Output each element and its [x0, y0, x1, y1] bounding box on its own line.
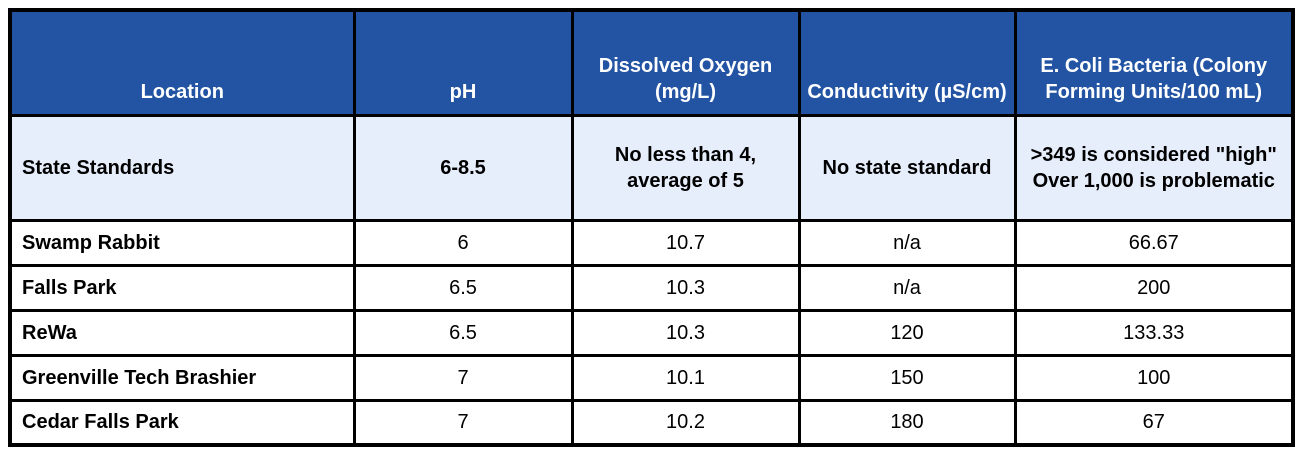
- cell-dissolved-oxygen: 10.1: [570, 353, 801, 402]
- cell-ph: 6.5: [352, 263, 574, 312]
- cell-ph: 6: [352, 218, 574, 267]
- cell-ph: 7: [352, 398, 574, 447]
- cell-dissolved-oxygen: 10.3: [570, 308, 801, 357]
- cell-location: ReWa: [8, 308, 356, 357]
- cell-ph: 6-8.5: [352, 113, 574, 222]
- column-header-dissolved-oxygen: Dissolved Oxygen (mg/L): [570, 8, 801, 117]
- cell-dissolved-oxygen: 10.3: [570, 263, 801, 312]
- table-header-row: Location pH Dissolved Oxygen (mg/L) Cond…: [8, 8, 1295, 117]
- cell-dissolved-oxygen: 10.2: [570, 398, 801, 447]
- cell-ph: 7: [352, 353, 574, 402]
- cell-conductivity: n/a: [797, 263, 1017, 312]
- column-header-conductivity: Conductivity (µS/cm): [797, 8, 1017, 117]
- cell-location: State Standards: [8, 113, 356, 222]
- cell-ph: 6.5: [352, 308, 574, 357]
- cell-location: Falls Park: [8, 263, 356, 312]
- cell-location: Greenville Tech Brashier: [8, 353, 356, 402]
- cell-ecoli: 133.33: [1013, 308, 1295, 357]
- cell-ecoli: >349 is considered "high" Over 1,000 is …: [1013, 113, 1295, 222]
- cell-conductivity: 120: [797, 308, 1017, 357]
- table-row-greenville-tech-brashier: Greenville Tech Brashier 7 10.1 150 100: [8, 353, 1295, 402]
- column-header-ecoli: E. Coli Bacteria (Colony Forming Units/1…: [1013, 8, 1295, 117]
- cell-dissolved-oxygen: 10.7: [570, 218, 801, 267]
- cell-ecoli: 100: [1013, 353, 1295, 402]
- cell-conductivity: n/a: [797, 218, 1017, 267]
- table-row-rewa: ReWa 6.5 10.3 120 133.33: [8, 308, 1295, 357]
- table-row-state-standards: State Standards 6-8.5 No less than 4, av…: [8, 113, 1295, 222]
- cell-conductivity: 180: [797, 398, 1017, 447]
- column-header-ph: pH: [352, 8, 574, 117]
- cell-location: Swamp Rabbit: [8, 218, 356, 267]
- cell-conductivity: 150: [797, 353, 1017, 402]
- water-quality-table: Location pH Dissolved Oxygen (mg/L) Cond…: [8, 8, 1295, 447]
- cell-ecoli: 66.67: [1013, 218, 1295, 267]
- cell-conductivity: No state standard: [797, 113, 1017, 222]
- cell-ecoli: 67: [1013, 398, 1295, 447]
- column-header-location: Location: [8, 8, 356, 117]
- cell-dissolved-oxygen: No less than 4, average of 5: [570, 113, 801, 222]
- cell-location: Cedar Falls Park: [8, 398, 356, 447]
- table-row-falls-park: Falls Park 6.5 10.3 n/a 200: [8, 263, 1295, 312]
- table-row-swamp-rabbit: Swamp Rabbit 6 10.7 n/a 66.67: [8, 218, 1295, 267]
- cell-ecoli: 200: [1013, 263, 1295, 312]
- table-row-cedar-falls-park: Cedar Falls Park 7 10.2 180 67: [8, 398, 1295, 447]
